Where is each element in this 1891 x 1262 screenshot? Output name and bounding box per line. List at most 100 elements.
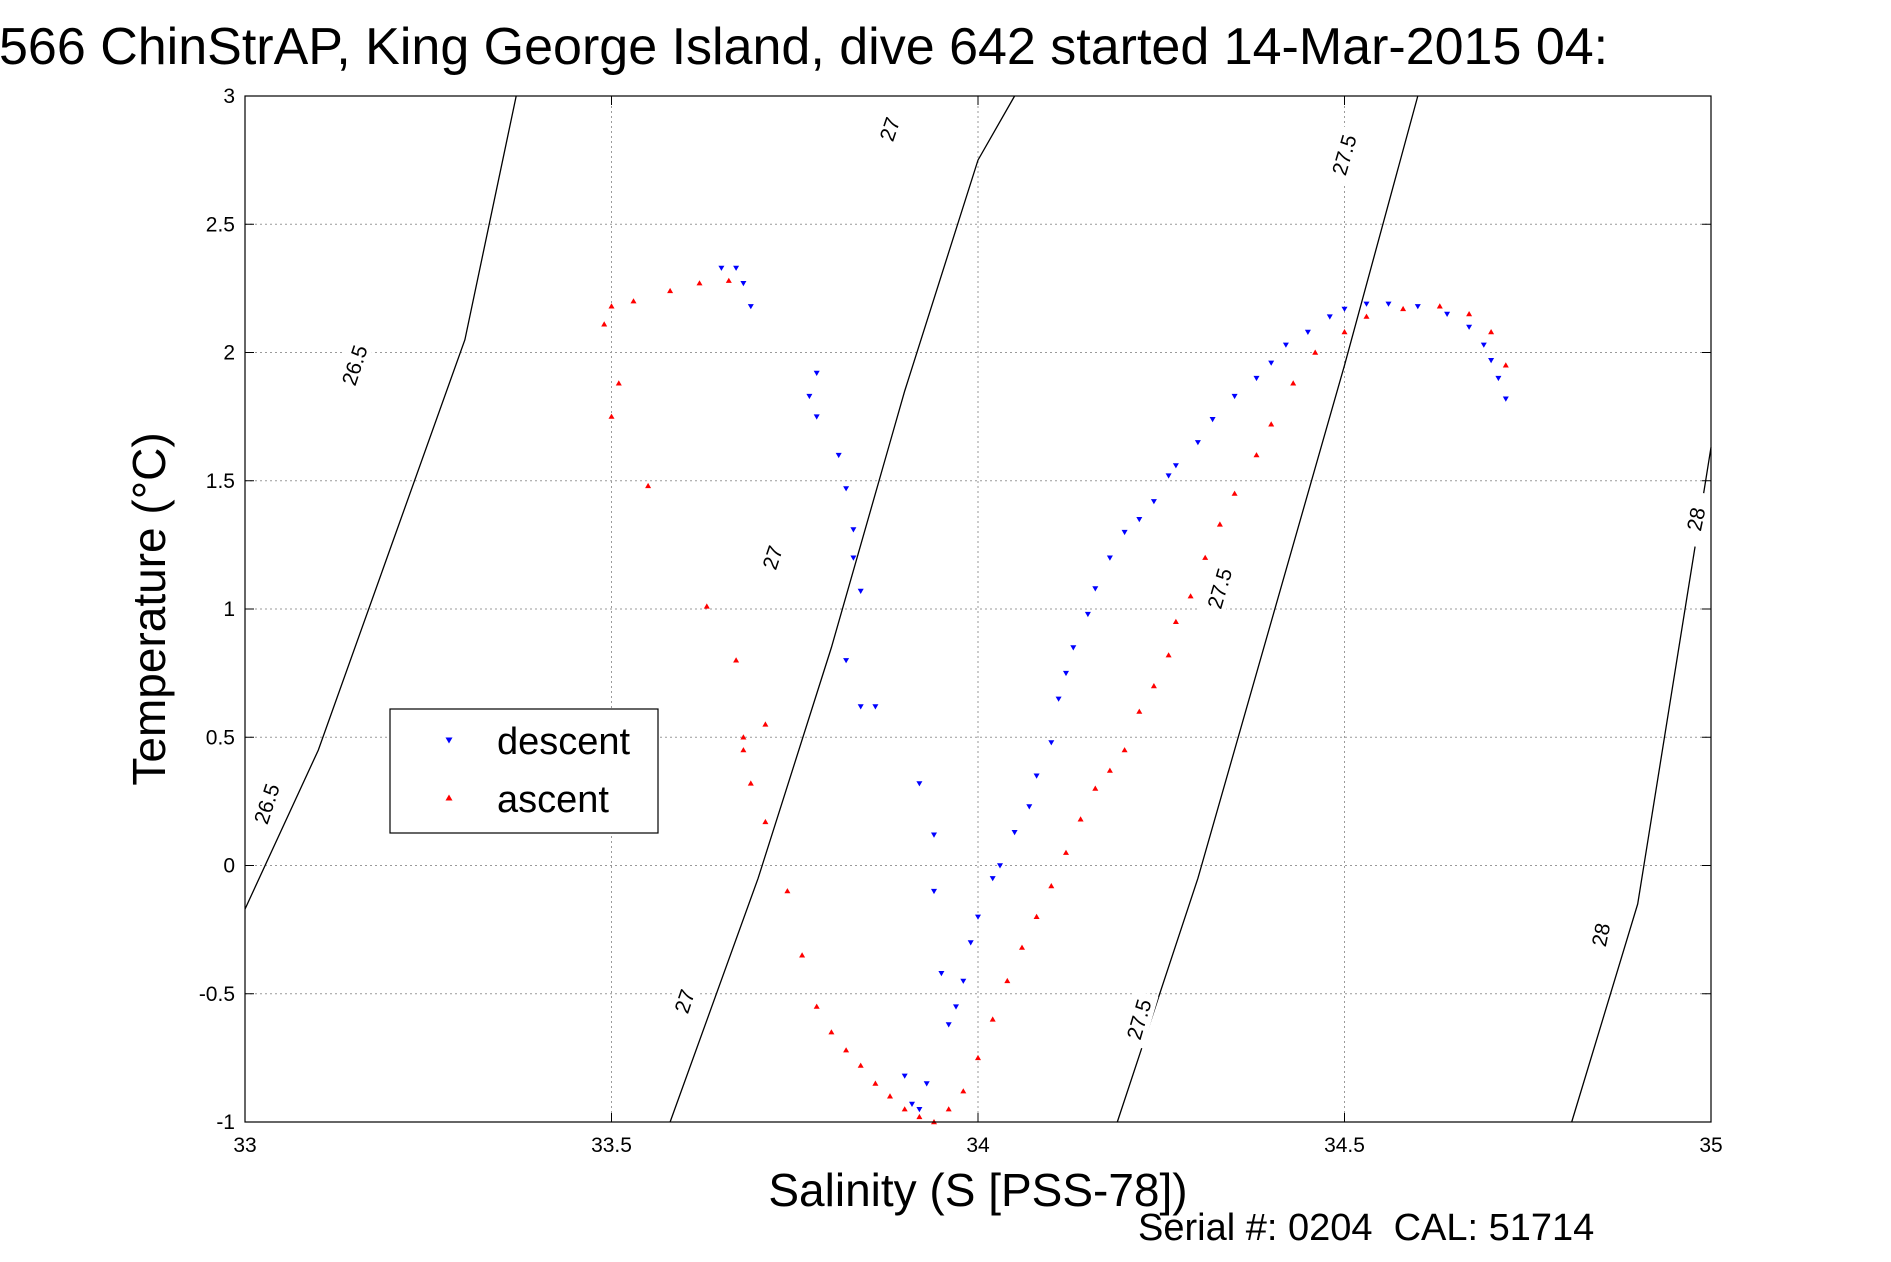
descent-point — [945, 1022, 952, 1028]
descent-point — [1121, 529, 1128, 536]
descent-point — [909, 1101, 915, 1107]
ascent-point — [740, 734, 747, 740]
contour-label-mask — [750, 527, 793, 588]
ascent-point — [1048, 883, 1055, 889]
descent-point — [857, 588, 864, 594]
ascent-point — [1004, 977, 1011, 984]
contour-label-mask — [868, 99, 910, 159]
descent-point — [997, 863, 1003, 869]
ascent-point — [975, 1054, 981, 1061]
ascent-point — [1400, 305, 1407, 312]
descent-point — [1033, 773, 1040, 779]
ascent-point — [608, 303, 615, 309]
x-tick-label: 33.5 — [591, 1134, 632, 1157]
descent-point — [1048, 740, 1055, 746]
descent-point — [1070, 645, 1077, 651]
descent-point — [1172, 463, 1179, 469]
y-tick-label: 0.5 — [206, 726, 235, 749]
descent-point — [1026, 804, 1033, 810]
descent-point — [857, 704, 864, 710]
descent-point — [916, 781, 923, 787]
descent-point — [1444, 311, 1451, 317]
descent-point — [1414, 304, 1421, 310]
contour-label: 28 — [1683, 506, 1710, 534]
x-tick-label: 33 — [233, 1134, 256, 1157]
ascent-point — [857, 1062, 864, 1068]
ascent-point — [703, 603, 710, 609]
ascent-point — [784, 888, 791, 894]
descent-point — [975, 914, 981, 920]
ascent-point — [1077, 816, 1084, 822]
ascent-point — [1033, 913, 1040, 919]
y-tick-label: 2.5 — [206, 213, 235, 236]
ascent-point — [1150, 683, 1157, 689]
descent-point — [901, 1073, 908, 1079]
descent-point — [1165, 473, 1172, 479]
ascent-point — [601, 321, 608, 327]
descent-point — [806, 393, 813, 400]
ascent-point — [762, 721, 769, 727]
ascent-point — [725, 277, 732, 283]
contour-label-mask — [1118, 989, 1159, 1049]
ascent-point — [1341, 329, 1348, 335]
ascent-point — [945, 1106, 952, 1112]
y-tick-label: -0.5 — [199, 983, 235, 1006]
ascent-point — [1290, 380, 1297, 386]
descent-point — [740, 281, 747, 287]
ascent-point — [667, 287, 674, 294]
ascent-point — [1231, 490, 1238, 496]
ascent-point — [1502, 362, 1509, 368]
ascent-point — [1172, 618, 1179, 624]
descent-point — [733, 265, 740, 271]
ascent-point — [1121, 747, 1128, 753]
descent-point — [1488, 358, 1495, 364]
descent-point — [931, 832, 937, 838]
descent-point — [843, 486, 850, 492]
descent-point — [1253, 375, 1260, 382]
ascent-point — [828, 1029, 835, 1035]
descent-point — [850, 555, 857, 561]
descent-point — [813, 370, 820, 376]
descent-point — [1209, 417, 1216, 423]
descent-series — [718, 265, 1509, 1113]
ascent-point — [1202, 554, 1209, 560]
y-tick-label: 0 — [223, 855, 235, 878]
ascent-point — [1106, 767, 1113, 773]
descent-point — [850, 527, 857, 533]
x-tick-label: 35 — [1699, 1134, 1722, 1157]
contour-label-mask — [245, 773, 287, 834]
ascent-point — [733, 657, 740, 663]
x-tick-label: 34 — [966, 1134, 990, 1157]
descent-point — [1268, 360, 1275, 366]
ascent-point — [645, 482, 652, 489]
ascent-point — [989, 1016, 996, 1022]
descent-point — [1495, 375, 1502, 382]
contour-label-mask — [1198, 558, 1239, 618]
descent-point — [718, 265, 725, 271]
descent-point — [1106, 555, 1113, 561]
descent-point — [1466, 324, 1473, 330]
ascent-point — [1253, 452, 1260, 458]
ascent-point — [630, 298, 637, 304]
ascent-point — [960, 1088, 967, 1094]
descent-point — [1092, 586, 1099, 592]
legend-ascent-marker — [445, 794, 453, 801]
descent-point — [747, 304, 754, 310]
descent-point — [1063, 670, 1069, 677]
ascent-point — [740, 747, 747, 753]
ascent-point — [1466, 311, 1473, 317]
descent-point — [1326, 314, 1333, 320]
descent-point — [1385, 301, 1392, 307]
ascent-point — [1165, 652, 1172, 658]
descent-point — [1341, 306, 1348, 312]
ascent-point — [1092, 785, 1099, 791]
legend: descent ascent — [389, 708, 659, 834]
ascent-point — [1187, 593, 1194, 599]
axis-ticks: 33 33.5 34 34.5 35 -1 -0.5 0 0.5 1 1.5 2 2.5 3 — [199, 85, 1723, 1157]
descent-point — [1136, 517, 1143, 523]
descent-point — [813, 414, 820, 420]
ascent-point — [1136, 708, 1143, 714]
descent-point — [1011, 830, 1018, 836]
descent-point — [843, 658, 850, 664]
